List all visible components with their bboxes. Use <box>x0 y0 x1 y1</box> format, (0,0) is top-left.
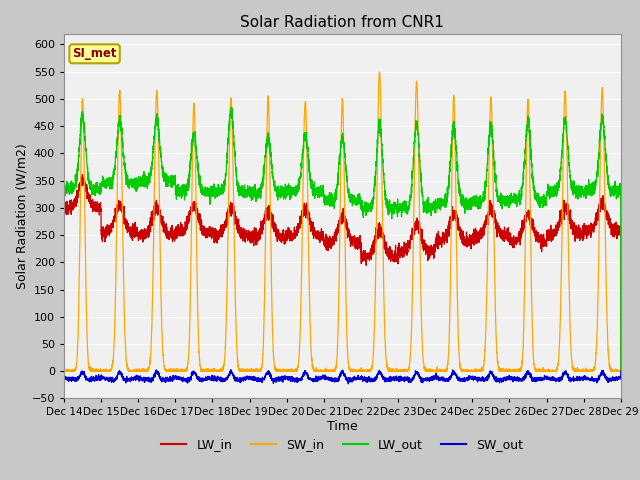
SW_in <box>499 368 507 374</box>
LW_out <box>617 368 625 374</box>
LW_out <box>160 179 168 184</box>
SW_out <box>344 381 352 387</box>
Line: SW_out: SW_out <box>64 370 621 384</box>
SW_out <box>60 374 68 380</box>
SW_out <box>616 375 624 381</box>
SW_in <box>376 69 383 75</box>
Line: LW_out: LW_out <box>64 108 621 371</box>
SW_out <box>617 368 625 374</box>
LW_out <box>322 197 330 203</box>
LW_out <box>60 184 68 190</box>
LW_out <box>436 200 444 206</box>
LW_in <box>499 232 507 238</box>
LW_out <box>467 203 475 209</box>
SW_in <box>468 368 476 374</box>
SW_out <box>499 377 507 383</box>
SW_in <box>322 367 330 373</box>
LW_in <box>79 172 86 178</box>
LW_out <box>616 180 624 186</box>
Y-axis label: Solar Radiation (W/m2): Solar Radiation (W/m2) <box>16 143 29 289</box>
X-axis label: Time: Time <box>327 420 358 433</box>
SW_in <box>617 368 625 374</box>
SW_in <box>161 363 168 369</box>
Text: SI_met: SI_met <box>72 48 117 60</box>
Line: SW_in: SW_in <box>64 72 621 371</box>
LW_in <box>60 206 68 212</box>
LW_out <box>228 105 236 111</box>
SW_in <box>616 367 624 373</box>
SW_in <box>60 368 68 374</box>
SW_out <box>436 377 444 383</box>
LW_in <box>322 243 330 249</box>
LW_out <box>499 199 507 204</box>
LW_in <box>161 222 168 228</box>
Legend: LW_in, SW_in, LW_out, SW_out: LW_in, SW_in, LW_out, SW_out <box>156 433 529 456</box>
Title: Solar Radiation from CNR1: Solar Radiation from CNR1 <box>241 15 444 30</box>
LW_in <box>617 368 625 374</box>
SW_out <box>227 367 234 372</box>
LW_in <box>616 224 624 230</box>
LW_in <box>467 232 475 238</box>
SW_out <box>468 376 476 382</box>
LW_in <box>436 241 444 247</box>
Line: LW_in: LW_in <box>64 175 621 371</box>
SW_out <box>160 378 168 384</box>
SW_out <box>322 374 330 380</box>
SW_in <box>60 368 68 373</box>
SW_in <box>436 368 444 373</box>
